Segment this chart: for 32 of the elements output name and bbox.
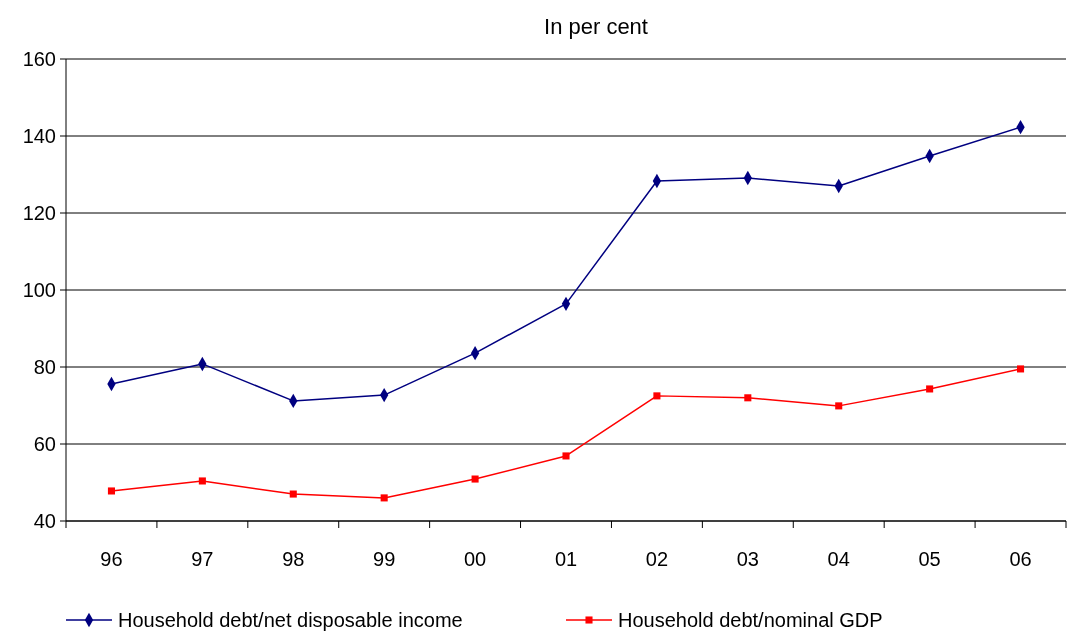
y-tick-label: 40 bbox=[33, 510, 56, 532]
point bbox=[380, 494, 388, 502]
point bbox=[1017, 365, 1025, 373]
x-tick-label: 04 bbox=[827, 548, 850, 570]
y-tick-label: 100 bbox=[22, 279, 56, 301]
y-tick-label: 80 bbox=[33, 356, 56, 378]
x-tick-label: 03 bbox=[736, 548, 759, 570]
y-tick-label: 60 bbox=[33, 433, 56, 455]
point bbox=[289, 490, 297, 498]
x-tick-label: 01 bbox=[554, 548, 578, 570]
x-tick-label: 98 bbox=[282, 548, 305, 570]
point bbox=[471, 475, 479, 483]
x-tick-label: 02 bbox=[645, 548, 669, 570]
y-tick-label: 160 bbox=[22, 48, 56, 70]
point bbox=[562, 452, 570, 460]
legend-label: Household debt/net disposable income bbox=[118, 609, 463, 631]
point bbox=[835, 402, 843, 410]
point bbox=[653, 392, 661, 400]
x-tick-label: 06 bbox=[1009, 548, 1032, 570]
x-tick-label: 97 bbox=[191, 548, 214, 570]
x-tick-label: 05 bbox=[918, 548, 941, 570]
legend-label: Household debt/nominal GDP bbox=[618, 609, 883, 631]
point bbox=[744, 394, 752, 402]
x-tick-label: 00 bbox=[463, 548, 487, 570]
y-tick-label: 120 bbox=[22, 202, 56, 224]
chart-title: In per cent bbox=[544, 14, 648, 39]
x-tick-label: 96 bbox=[100, 548, 123, 570]
point bbox=[198, 477, 206, 485]
x-tick-label: 99 bbox=[373, 548, 396, 570]
y-tick-label: 140 bbox=[22, 125, 56, 147]
point bbox=[107, 487, 115, 495]
point bbox=[926, 385, 934, 393]
